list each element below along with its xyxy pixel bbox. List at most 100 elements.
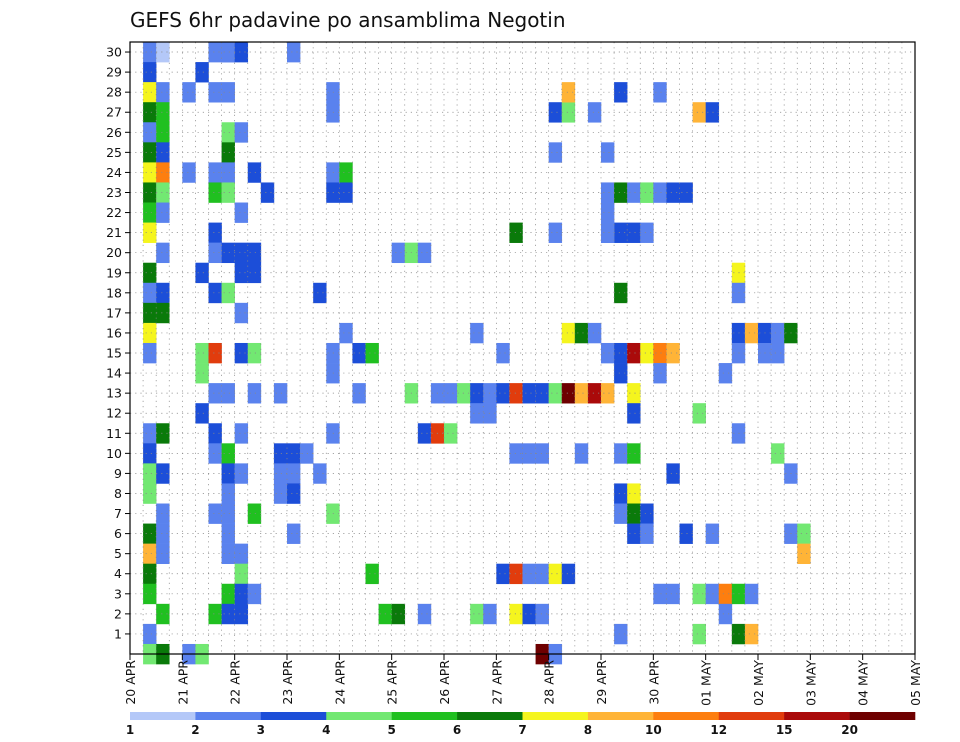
cell-14 <box>143 322 157 344</box>
cell-63 <box>247 162 262 183</box>
cell-151 <box>496 342 510 364</box>
cell-75 <box>208 282 222 304</box>
cell-31 <box>156 162 170 183</box>
cell-142 <box>444 383 458 404</box>
cell-194 <box>640 342 654 364</box>
cell-165 <box>522 603 536 625</box>
cell-156 <box>496 563 510 585</box>
legend-swatch-9 <box>718 712 785 720</box>
cell-47 <box>195 262 209 284</box>
cell-176 <box>548 222 563 243</box>
cell-210 <box>614 182 628 203</box>
x-tick-label-5: 25 APR <box>385 660 400 705</box>
cell-219 <box>653 82 667 103</box>
cell-240 <box>718 603 733 625</box>
cell-231 <box>692 403 706 424</box>
cell-21 <box>143 543 157 565</box>
cell-223 <box>666 182 680 203</box>
y-tick-label-25: 25 <box>106 145 122 160</box>
y-tick-label-8: 8 <box>114 486 122 501</box>
cell-160 <box>509 222 523 243</box>
cell-23 <box>143 583 157 605</box>
cell-105 <box>273 383 288 404</box>
cell-107 <box>287 443 301 464</box>
cell-250 <box>771 322 785 344</box>
cell-88 <box>221 463 235 484</box>
y-tick-label-26: 26 <box>106 125 122 140</box>
cell-41 <box>156 543 170 565</box>
legend-label-6: 6 <box>453 723 461 737</box>
cell-130 <box>365 563 379 585</box>
cell-133 <box>391 242 406 264</box>
cell-82 <box>221 383 235 404</box>
legend: 1 2 3 4 5 6 7 8 10 12 15 20 <box>126 712 916 737</box>
cell-61 <box>208 162 222 183</box>
plot-frame <box>129 41 916 655</box>
y-tick-label-22: 22 <box>106 205 122 220</box>
cell-44 <box>182 82 196 103</box>
legend-swatch-0 <box>130 712 196 720</box>
legend-label-3: 3 <box>257 723 265 737</box>
legend-label-12: 12 <box>710 723 727 737</box>
cell-199 <box>614 443 628 464</box>
cell-106 <box>273 443 288 464</box>
cell-28 <box>156 102 170 123</box>
y-tick-label-6: 6 <box>114 526 122 541</box>
chart-title: GEFS 6hr padavine po ansamblima Negotin <box>130 8 566 32</box>
cell-81 <box>208 383 222 404</box>
cell-19 <box>143 483 157 504</box>
cell-12 <box>143 282 157 304</box>
cell-70 <box>221 242 235 264</box>
cell-208 <box>601 222 615 243</box>
cell-104 <box>287 42 301 63</box>
cell-235 <box>705 583 720 605</box>
cell-18 <box>143 463 157 484</box>
y-tick-label-21: 21 <box>106 225 122 240</box>
cell-221 <box>653 363 667 384</box>
cell-13 <box>143 302 157 324</box>
cell-83 <box>247 383 262 404</box>
y-tick-label-4: 4 <box>114 566 122 581</box>
x-tick-label-15: 05 MAY <box>908 660 923 706</box>
cell-0 <box>143 42 157 63</box>
cell-92 <box>221 503 235 524</box>
cell-4 <box>143 102 157 123</box>
cell-257 <box>797 523 811 544</box>
cell-40 <box>156 523 170 544</box>
cell-188 <box>601 202 615 223</box>
cell-195 <box>653 342 667 364</box>
cell-222 <box>653 182 667 203</box>
y-tick-label-30: 30 <box>106 45 122 60</box>
cell-227 <box>653 583 667 605</box>
y-tick-label-11: 11 <box>106 426 122 441</box>
legend-swatch-2 <box>260 712 327 720</box>
x-tick-label-11: 01 MAY <box>699 660 714 706</box>
cell-178 <box>574 322 589 344</box>
cell-173 <box>561 102 576 123</box>
cell-253 <box>718 363 733 384</box>
cell-190 <box>601 342 615 364</box>
legend-swatch-3 <box>326 712 392 720</box>
cell-6 <box>143 142 157 163</box>
cell-16 <box>143 423 157 444</box>
cell-79 <box>234 342 249 364</box>
cell-207 <box>601 182 615 203</box>
cell-200 <box>627 443 641 464</box>
cell-102 <box>221 603 235 625</box>
cell-175 <box>548 142 563 163</box>
cell-98 <box>221 583 235 605</box>
y-tick-label-18: 18 <box>106 285 122 300</box>
y-tick-label-20: 20 <box>106 245 122 260</box>
y-tick-label-13: 13 <box>106 386 122 401</box>
cell-213 <box>627 222 641 243</box>
cell-254 <box>771 443 785 464</box>
cell-71 <box>234 242 249 264</box>
x-tick-label-7: 27 APR <box>489 660 504 705</box>
legend-label-10: 10 <box>645 723 662 737</box>
cell-217 <box>640 503 654 524</box>
cell-214 <box>640 222 654 243</box>
cell-154 <box>522 383 536 404</box>
cell-7 <box>143 162 157 183</box>
cell-96 <box>234 543 249 565</box>
cell-85 <box>234 423 249 444</box>
